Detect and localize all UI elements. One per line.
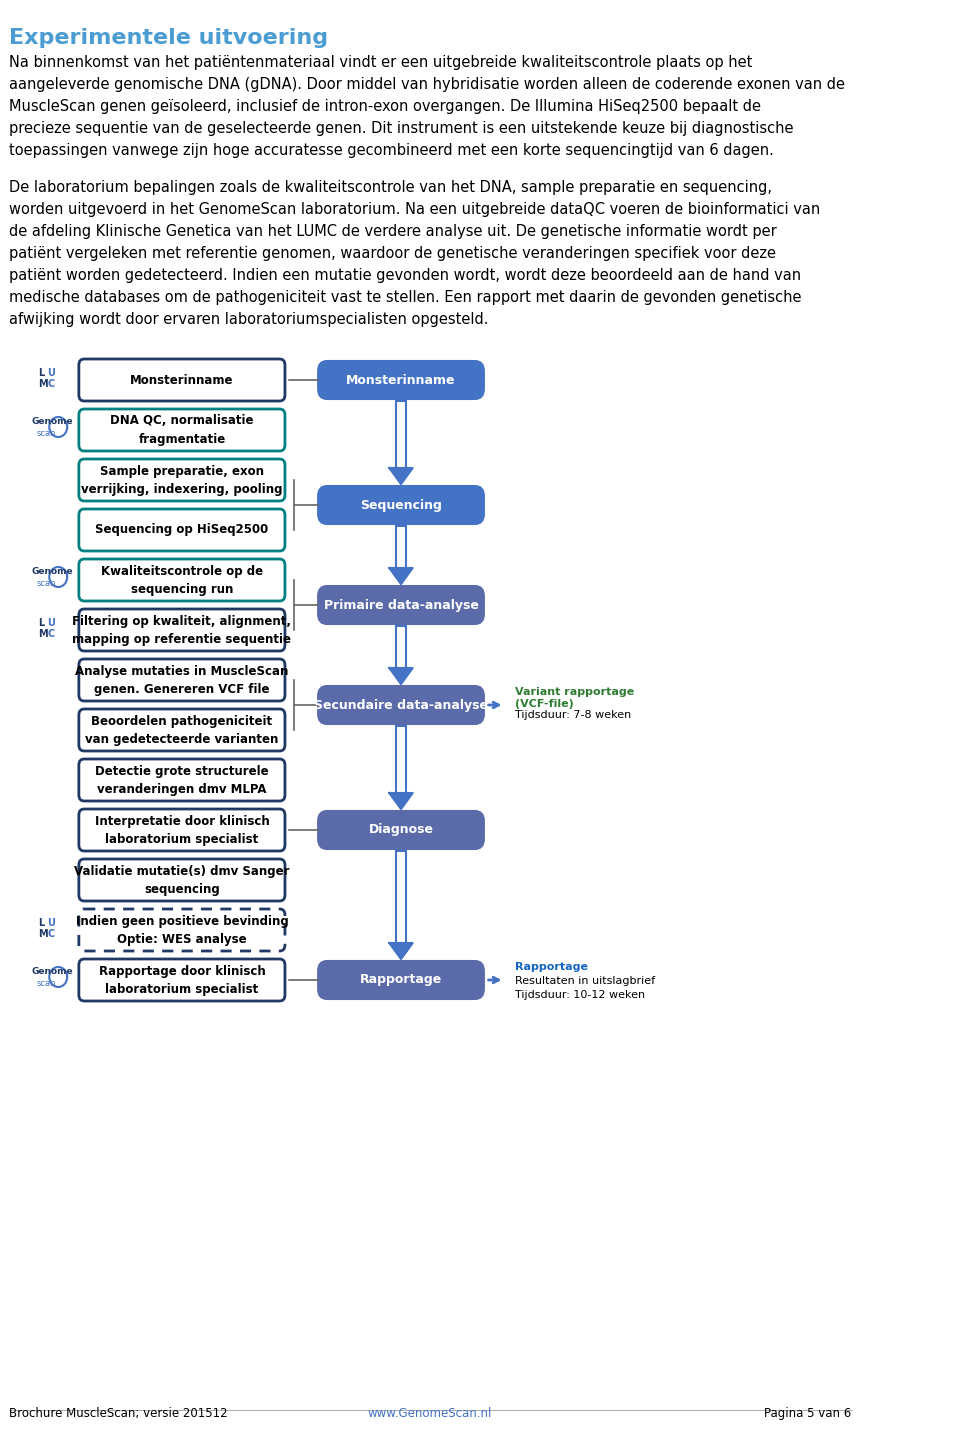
FancyBboxPatch shape [79,909,285,951]
Text: C: C [47,380,55,390]
Text: Genome: Genome [32,417,73,426]
Text: van gedetecteerde varianten: van gedetecteerde varianten [85,733,278,746]
Text: Experimentele uitvoering: Experimentele uitvoering [9,27,328,48]
Text: Sequencing op HiSeq2500: Sequencing op HiSeq2500 [95,524,269,537]
FancyBboxPatch shape [79,558,285,600]
Text: Monsterinname: Monsterinname [347,374,456,387]
Text: Variant rapportage
(VCF-file): Variant rapportage (VCF-file) [516,687,635,709]
Text: Validatie mutatie(s) dmv Sanger: Validatie mutatie(s) dmv Sanger [74,864,290,877]
FancyBboxPatch shape [79,810,285,851]
FancyBboxPatch shape [318,961,484,999]
Polygon shape [390,794,413,810]
FancyBboxPatch shape [318,361,484,400]
Bar [396,401,406,468]
Text: Interpretatie door klinisch: Interpretatie door klinisch [94,814,270,827]
FancyBboxPatch shape [79,759,285,801]
Text: www.GenomeScan.nl: www.GenomeScan.nl [368,1407,492,1420]
Text: M: M [37,629,47,639]
FancyBboxPatch shape [79,659,285,701]
Text: medische databases om de pathogeniciteit vast te stellen. Een rapport met daarin: medische databases om de pathogeniciteit… [9,290,802,304]
FancyBboxPatch shape [79,408,285,452]
Text: worden uitgevoerd in het GenomeScan laboratorium. Na een uitgebreide dataQC voer: worden uitgevoerd in het GenomeScan labo… [9,202,820,216]
Text: patiënt worden gedetecteerd. Indien een mutatie gevonden wordt, wordt deze beoor: patiënt worden gedetecteerd. Indien een … [9,268,801,283]
Polygon shape [390,468,413,483]
FancyBboxPatch shape [79,459,285,501]
FancyBboxPatch shape [79,509,285,551]
Text: Genome: Genome [32,967,73,975]
FancyBboxPatch shape [79,359,285,401]
Text: M: M [37,380,47,390]
Text: Analyse mutaties in MuscleScan: Analyse mutaties in MuscleScan [75,664,289,678]
Text: C: C [47,629,55,639]
Text: toepassingen vanwege zijn hoge accuratesse gecombineerd met een korte sequencing: toepassingen vanwege zijn hoge accurates… [9,143,774,157]
Text: fragmentatie: fragmentatie [138,433,226,446]
Text: L: L [37,918,44,928]
Text: Rapportage: Rapportage [516,962,588,973]
Text: Detectie grote structurele: Detectie grote structurele [95,765,269,778]
Text: Genome: Genome [32,567,73,576]
Polygon shape [390,668,413,684]
FancyBboxPatch shape [318,586,484,623]
Text: verrijking, indexering, pooling: verrijking, indexering, pooling [82,482,282,495]
Text: precieze sequentie van de geselecteerde genen. Dit instrument is een uitstekende: precieze sequentie van de geselecteerde … [9,121,794,136]
Text: Optie: WES analyse: Optie: WES analyse [117,932,247,945]
Text: Filtering op kwaliteit, alignment,: Filtering op kwaliteit, alignment, [72,615,292,628]
Text: Brochure MuscleScan; versie 201512: Brochure MuscleScan; versie 201512 [9,1407,228,1420]
Text: Tijdsduur: 7-8 weken: Tijdsduur: 7-8 weken [516,710,632,720]
Text: Pagina 5 van 6: Pagina 5 van 6 [764,1407,852,1420]
Bar [396,626,406,668]
FancyBboxPatch shape [318,811,484,848]
Text: Monsterinname: Monsterinname [131,374,233,387]
Text: Tijdsduur: 10-12 weken: Tijdsduur: 10-12 weken [516,990,645,1000]
Text: Kwaliteitscontrole op de: Kwaliteitscontrole op de [101,564,263,577]
Text: aangeleverde genomische DNA (gDNA). Door middel van hybridisatie worden alleen d: aangeleverde genomische DNA (gDNA). Door… [9,76,845,92]
FancyBboxPatch shape [79,709,285,750]
Bar [396,527,406,569]
Text: laboratorium specialist: laboratorium specialist [106,983,258,996]
Text: Indien geen positieve bevinding: Indien geen positieve bevinding [76,915,288,928]
Text: veranderingen dmv MLPA: veranderingen dmv MLPA [97,782,267,795]
Text: afwijking wordt door ervaren laboratoriumspecialisten opgesteld.: afwijking wordt door ervaren laboratoriu… [9,312,489,328]
Text: Secundaire data-analyse: Secundaire data-analyse [314,698,488,711]
Text: U: U [47,918,56,928]
Text: scan: scan [36,978,57,988]
Text: C: C [47,929,55,939]
Text: M: M [37,929,47,939]
FancyBboxPatch shape [79,859,285,900]
Text: U: U [47,618,56,628]
Text: DNA QC, normalisatie: DNA QC, normalisatie [110,414,253,427]
Text: Sample preparatie, exon: Sample preparatie, exon [100,465,264,478]
Text: sequencing: sequencing [144,883,220,896]
Text: U: U [47,368,56,378]
Text: Diagnose: Diagnose [369,824,434,837]
Text: Resultaten in uitslagbrief: Resultaten in uitslagbrief [516,975,656,986]
Text: MuscleScan genen geïsoleerd, inclusief de intron-exon overgangen. De Illumina Hi: MuscleScan genen geïsoleerd, inclusief d… [9,100,761,114]
Text: scan: scan [36,429,57,439]
Text: laboratorium specialist: laboratorium specialist [106,833,258,846]
Text: sequencing run: sequencing run [131,583,233,596]
Bar [396,726,406,794]
Text: Rapportage: Rapportage [360,974,443,987]
Polygon shape [390,569,413,584]
Bar [396,851,406,942]
Text: Beoordelen pathogeniciteit: Beoordelen pathogeniciteit [91,714,273,727]
Polygon shape [390,942,413,960]
Text: patiënt vergeleken met referentie genomen, waardoor de genetische veranderingen : patiënt vergeleken met referentie genome… [9,245,776,261]
Text: mapping op referentie sequentie: mapping op referentie sequentie [72,632,292,645]
Text: Sequencing: Sequencing [360,498,442,511]
Text: de afdeling Klinische Genetica van het LUMC de verdere analyse uit. De genetisch: de afdeling Klinische Genetica van het L… [9,224,777,240]
Text: De laboratorium bepalingen zoals de kwaliteitscontrole van het DNA, sample prepa: De laboratorium bepalingen zoals de kwal… [9,180,772,195]
FancyBboxPatch shape [318,486,484,524]
Text: Rapportage door klinisch: Rapportage door klinisch [99,964,265,977]
FancyBboxPatch shape [79,609,285,651]
Text: L: L [37,368,44,378]
Text: Na binnenkomst van het patiëntenmateriaal vindt er een uitgebreide kwaliteitscon: Na binnenkomst van het patiëntenmateriaa… [9,55,753,71]
Text: L: L [37,618,44,628]
FancyBboxPatch shape [79,960,285,1001]
Text: genen. Genereren VCF file: genen. Genereren VCF file [94,683,270,696]
Text: scan: scan [36,579,57,587]
FancyBboxPatch shape [318,685,484,724]
Text: Primaire data-analyse: Primaire data-analyse [324,599,478,612]
